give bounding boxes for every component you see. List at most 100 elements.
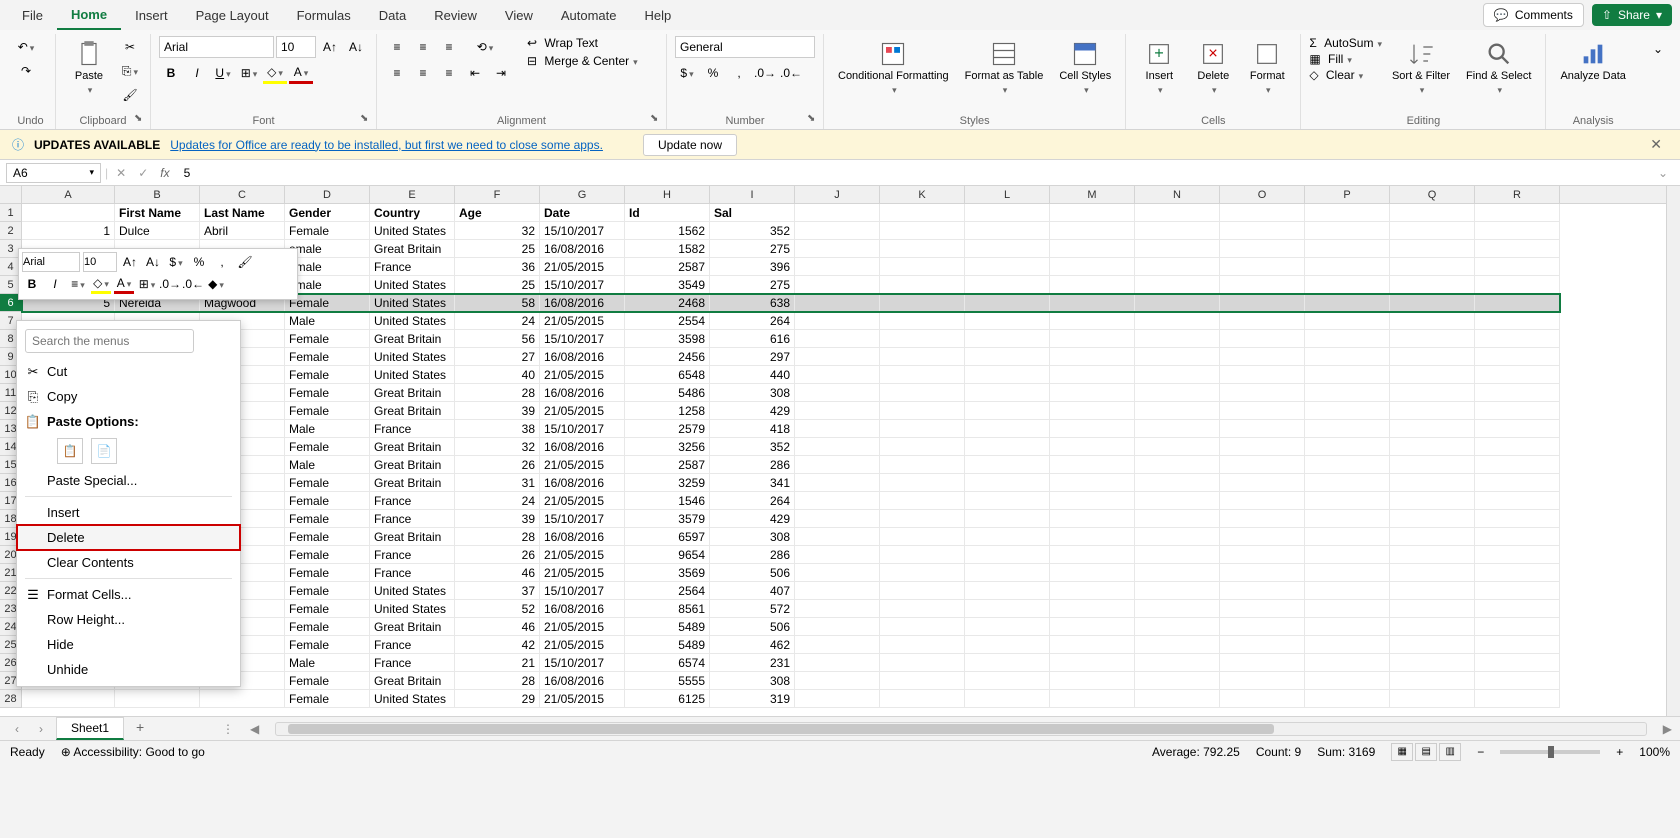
cell[interactable]: 16/08/2016 bbox=[540, 672, 625, 690]
cell[interactable] bbox=[1050, 438, 1135, 456]
cell[interactable] bbox=[1475, 582, 1560, 600]
vertical-scrollbar[interactable] bbox=[1666, 186, 1680, 716]
menu-automate[interactable]: Automate bbox=[547, 2, 631, 29]
cell[interactable]: 21/05/2015 bbox=[540, 636, 625, 654]
cell[interactable]: 352 bbox=[710, 222, 795, 240]
cell[interactable] bbox=[880, 672, 965, 690]
context-insert[interactable]: Insert bbox=[17, 500, 240, 525]
cell[interactable]: Great Britain bbox=[370, 330, 455, 348]
cell[interactable] bbox=[795, 690, 880, 708]
align-left-button[interactable]: ≡ bbox=[385, 62, 409, 84]
cell[interactable] bbox=[880, 600, 965, 618]
cell[interactable] bbox=[1135, 276, 1220, 294]
delete-cells-button[interactable]: × Delete bbox=[1188, 36, 1238, 100]
cell[interactable] bbox=[1135, 690, 1220, 708]
align-bottom-button[interactable]: ≡ bbox=[437, 36, 461, 58]
cell[interactable] bbox=[795, 456, 880, 474]
cell[interactable] bbox=[795, 348, 880, 366]
cell[interactable] bbox=[1220, 528, 1305, 546]
cell[interactable]: Female bbox=[285, 222, 370, 240]
menu-file[interactable]: File bbox=[8, 2, 57, 29]
cell[interactable]: 25 bbox=[455, 276, 540, 294]
cell[interactable]: 1582 bbox=[625, 240, 710, 258]
underline-button[interactable]: U bbox=[211, 62, 235, 84]
cell[interactable]: France bbox=[370, 546, 455, 564]
cell[interactable] bbox=[965, 474, 1050, 492]
cell[interactable] bbox=[1135, 438, 1220, 456]
paste-option-values[interactable]: 📄 bbox=[91, 438, 117, 464]
cell[interactable]: 638 bbox=[710, 294, 795, 312]
cell[interactable] bbox=[1390, 510, 1475, 528]
cell[interactable] bbox=[880, 510, 965, 528]
header-cell[interactable]: Age bbox=[455, 204, 540, 222]
context-unhide[interactable]: Unhide bbox=[17, 657, 240, 682]
cell[interactable]: United States bbox=[370, 582, 455, 600]
cell[interactable] bbox=[1305, 438, 1390, 456]
cell[interactable] bbox=[795, 420, 880, 438]
cell[interactable] bbox=[1475, 384, 1560, 402]
cell[interactable] bbox=[1390, 258, 1475, 276]
cell[interactable]: 3256 bbox=[625, 438, 710, 456]
cell[interactable]: Great Britain bbox=[370, 384, 455, 402]
cell[interactable] bbox=[1220, 546, 1305, 564]
cell[interactable]: 39 bbox=[455, 402, 540, 420]
cell[interactable]: Female bbox=[285, 690, 370, 708]
cell[interactable] bbox=[1220, 330, 1305, 348]
cell[interactable] bbox=[1135, 474, 1220, 492]
cell[interactable] bbox=[1050, 690, 1135, 708]
cell[interactable] bbox=[965, 510, 1050, 528]
mini-format-painter[interactable]: 🖌 bbox=[235, 252, 255, 272]
bold-button[interactable]: B bbox=[159, 62, 183, 84]
mini-conditional[interactable]: ◆ bbox=[206, 274, 226, 294]
cell[interactable]: 15/10/2017 bbox=[540, 330, 625, 348]
cell[interactable] bbox=[795, 636, 880, 654]
format-painter-button[interactable]: 🖌 bbox=[118, 84, 142, 106]
cell[interactable] bbox=[1475, 294, 1560, 312]
hscroll-right[interactable]: ▶ bbox=[1663, 722, 1672, 736]
cell[interactable]: 28 bbox=[455, 528, 540, 546]
cell[interactable]: Female bbox=[285, 402, 370, 420]
col-header-A[interactable]: A bbox=[22, 186, 115, 203]
cell[interactable]: 297 bbox=[710, 348, 795, 366]
cell[interactable] bbox=[200, 690, 285, 708]
cell[interactable] bbox=[1135, 240, 1220, 258]
cell[interactable] bbox=[1050, 258, 1135, 276]
cell[interactable] bbox=[795, 294, 880, 312]
cell[interactable]: France bbox=[370, 636, 455, 654]
cell[interactable]: 352 bbox=[710, 438, 795, 456]
cell[interactable] bbox=[1220, 600, 1305, 618]
cell[interactable] bbox=[1475, 636, 1560, 654]
percent-format-button[interactable]: % bbox=[701, 62, 725, 84]
increase-decimal-button[interactable]: .0→ bbox=[753, 62, 777, 84]
row-header-1[interactable]: 1 bbox=[0, 204, 21, 222]
cell[interactable] bbox=[1135, 618, 1220, 636]
cell[interactable]: 28 bbox=[455, 384, 540, 402]
cell[interactable] bbox=[1050, 240, 1135, 258]
cell[interactable] bbox=[1135, 258, 1220, 276]
cell[interactable] bbox=[795, 384, 880, 402]
cell[interactable]: 2579 bbox=[625, 420, 710, 438]
cell[interactable] bbox=[1390, 546, 1475, 564]
cell[interactable] bbox=[965, 438, 1050, 456]
cell[interactable] bbox=[965, 672, 1050, 690]
context-copy[interactable]: ⎘Copy bbox=[17, 384, 240, 409]
col-header-I[interactable]: I bbox=[710, 186, 795, 203]
cell[interactable]: 3579 bbox=[625, 510, 710, 528]
col-header-B[interactable]: B bbox=[115, 186, 200, 203]
cell[interactable] bbox=[795, 402, 880, 420]
cell[interactable] bbox=[1050, 330, 1135, 348]
cell[interactable]: 9654 bbox=[625, 546, 710, 564]
col-header-K[interactable]: K bbox=[880, 186, 965, 203]
col-header-J[interactable]: J bbox=[795, 186, 880, 203]
number-format-select[interactable] bbox=[675, 36, 815, 58]
menu-view[interactable]: View bbox=[491, 2, 547, 29]
find-select-button[interactable]: Find & Select bbox=[1460, 36, 1537, 100]
cell[interactable] bbox=[1050, 366, 1135, 384]
sheet-tab-sheet1[interactable]: Sheet1 bbox=[56, 717, 124, 740]
cell[interactable]: 275 bbox=[710, 240, 795, 258]
cell[interactable] bbox=[1390, 474, 1475, 492]
clear-button[interactable]: ◇ Clear bbox=[1309, 68, 1382, 82]
cell[interactable]: 26 bbox=[455, 456, 540, 474]
cell[interactable]: United States bbox=[370, 690, 455, 708]
cell[interactable] bbox=[1220, 654, 1305, 672]
